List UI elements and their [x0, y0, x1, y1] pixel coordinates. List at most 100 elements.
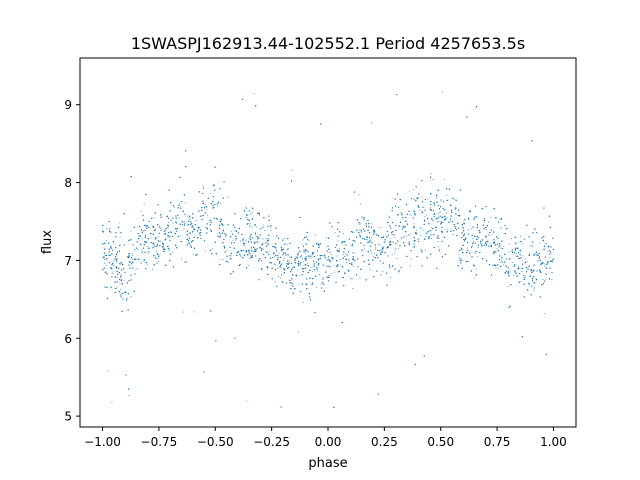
data-point [508, 251, 510, 253]
data-point [543, 313, 545, 315]
data-point [534, 227, 536, 229]
data-point [521, 259, 523, 261]
data-point [189, 218, 191, 220]
data-point [188, 217, 190, 219]
data-point [430, 173, 432, 175]
data-point [277, 276, 280, 278]
data-point [156, 245, 159, 247]
data-point [131, 253, 133, 255]
data-point [453, 198, 455, 200]
data-point [524, 239, 526, 241]
data-point [297, 254, 300, 256]
data-point [481, 245, 483, 248]
data-point [180, 235, 182, 237]
data-point [326, 259, 328, 261]
data-point [224, 246, 226, 248]
data-point [416, 230, 418, 232]
data-point [340, 265, 342, 267]
data-point [500, 259, 502, 261]
data-point [116, 261, 118, 263]
data-point [425, 235, 427, 237]
data-point [211, 248, 213, 250]
data-point [329, 260, 331, 262]
data-point [367, 241, 369, 243]
data-point [390, 277, 392, 279]
data-point [511, 248, 513, 250]
data-point [195, 219, 197, 221]
data-point [279, 277, 281, 279]
data-point [123, 279, 125, 281]
data-point [331, 272, 333, 274]
data-point [118, 222, 120, 224]
data-point [186, 215, 188, 217]
data-point [270, 229, 272, 231]
data-point [255, 234, 257, 236]
data-point [281, 280, 283, 283]
data-point [136, 268, 138, 270]
data-point [143, 260, 145, 262]
data-point [193, 227, 195, 229]
data-point [188, 232, 190, 234]
data-point [500, 247, 502, 249]
data-point [518, 266, 520, 268]
data-point [184, 261, 186, 263]
data-point [372, 232, 374, 234]
data-point [262, 248, 264, 251]
data-point [204, 250, 207, 252]
data-point [495, 267, 497, 269]
data-point [220, 233, 222, 235]
data-point [283, 257, 285, 259]
data-point [551, 278, 553, 281]
data-point [173, 206, 176, 208]
data-point [117, 276, 119, 278]
data-point [216, 218, 218, 220]
data-point [239, 264, 241, 266]
data-point [426, 214, 428, 216]
data-point [288, 260, 291, 262]
data-point [204, 203, 206, 205]
data-point [521, 255, 523, 257]
data-point [370, 236, 372, 238]
data-point [189, 242, 191, 244]
data-point [527, 267, 529, 269]
data-point [371, 122, 373, 124]
data-point [512, 261, 514, 264]
data-point [477, 247, 479, 249]
data-point [111, 271, 113, 273]
data-point [298, 331, 300, 333]
data-point [322, 277, 324, 279]
data-point [381, 271, 384, 273]
data-point [147, 252, 149, 254]
data-point [331, 254, 333, 256]
data-point [337, 240, 339, 242]
data-point [353, 231, 355, 233]
data-point [497, 267, 500, 269]
data-point [545, 264, 547, 266]
data-point [410, 232, 412, 235]
data-point [360, 203, 362, 205]
data-point [546, 251, 549, 253]
data-point [231, 240, 233, 242]
data-point [251, 246, 253, 248]
data-point [503, 264, 505, 266]
data-point [105, 264, 108, 266]
data-point [106, 228, 108, 230]
data-point [301, 258, 303, 260]
data-point [159, 254, 161, 256]
data-point [158, 235, 160, 238]
data-point [439, 250, 441, 253]
data-point [377, 243, 379, 245]
data-point [157, 260, 159, 262]
data-point [287, 243, 289, 245]
data-point [486, 228, 488, 231]
data-point [398, 225, 400, 227]
data-point [409, 265, 411, 267]
data-point [147, 263, 149, 265]
data-point [452, 233, 454, 235]
data-point [354, 252, 356, 254]
data-point [519, 235, 522, 237]
data-point [178, 217, 180, 219]
data-point [472, 237, 474, 239]
data-point [128, 395, 130, 397]
data-point [315, 286, 317, 288]
